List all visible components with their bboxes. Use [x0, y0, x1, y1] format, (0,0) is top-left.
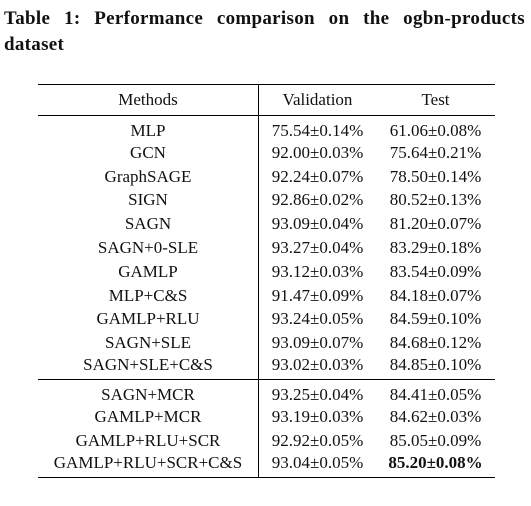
- column-header: Test: [421, 90, 450, 109]
- table-header: Methods Validation Test: [38, 84, 495, 116]
- table-cell: 81.20±0.07%: [389, 214, 482, 234]
- table-row: MLP+C&S 91.47±0.09% 84.18±0.07%: [38, 283, 495, 308]
- table-cell: 84.18±0.07%: [389, 285, 482, 305]
- table-cell: 93.09±0.07%: [271, 333, 364, 353]
- table-row: GAMLP+RLU 93.24±0.05% 84.59±0.10%: [38, 307, 495, 332]
- table-cell: GAMLP+RLU+SCR: [38, 428, 259, 453]
- table-cell: 92.92±0.05%: [271, 430, 364, 450]
- table-cell: 92.00±0.03%: [271, 142, 364, 162]
- row-group: MLP 75.54±0.14% 61.06±0.08% GCN 92.00±0.03% 7…: [38, 115, 495, 380]
- table-cell: 84.59±0.10%: [389, 309, 482, 329]
- table-cell: MLP: [38, 115, 259, 141]
- table-cell: 93.09±0.04%: [271, 214, 364, 234]
- column-header: Methods: [38, 84, 259, 116]
- table-cell: MLP+C&S: [38, 283, 259, 308]
- table-cell: SAGN+SLE+C&S: [38, 355, 259, 380]
- table-cell: 91.47±0.09%: [271, 285, 364, 305]
- table-cell: 93.19±0.03%: [271, 407, 364, 427]
- table-cell: 92.86±0.02%: [271, 190, 364, 210]
- table-cell: SIGN: [38, 188, 259, 213]
- table-cell: 80.52±0.13%: [389, 190, 482, 210]
- table-cell: 84.68±0.12%: [389, 333, 482, 353]
- table-row: SIGN 92.86±0.02% 80.52±0.13%: [38, 188, 495, 213]
- table-cell: 85.05±0.09%: [389, 430, 482, 450]
- table-cell: GAMLP: [38, 259, 259, 284]
- table-row: SAGN+0-SLE 93.27±0.04% 83.29±0.18%: [38, 236, 495, 260]
- table-cell: 93.04±0.05%: [271, 452, 364, 472]
- table-cell: 78.50±0.14%: [389, 166, 482, 186]
- table-row: GCN 92.00±0.03% 75.64±0.21%: [38, 141, 495, 165]
- table-cell: 75.64±0.21%: [389, 142, 482, 162]
- table-cell: GAMLP+RLU: [38, 307, 259, 332]
- table-cell: 61.06±0.08%: [389, 121, 482, 140]
- column-header: Validation: [282, 90, 353, 109]
- table-row: SAGN 93.09±0.04% 81.20±0.07%: [38, 212, 495, 237]
- table-cell: GCN: [38, 141, 259, 165]
- table-row: GAMLP+RLU+SCR+C&S 93.04±0.05% 85.20±0.08%: [38, 452, 495, 478]
- table-cell: GAMLP+MCR: [38, 405, 259, 429]
- table-cell: 85.20±0.08%: [388, 452, 483, 472]
- table-row: GraphSAGE 92.24±0.07% 78.50±0.14%: [38, 164, 495, 189]
- table-cell: GraphSAGE: [38, 164, 259, 189]
- table-cell: 83.29±0.18%: [389, 238, 482, 258]
- table-row: GAMLP+MCR 93.19±0.03% 84.62±0.03%: [38, 405, 495, 429]
- row-group: SAGN+MCR 93.25±0.04% 84.41±0.05% GAMLP+MCR 9…: [38, 379, 495, 478]
- table-cell: 93.02±0.03%: [271, 355, 364, 375]
- table-row: GAMLP+RLU+SCR 92.92±0.05% 85.05±0.09%: [38, 428, 495, 453]
- table-cell: SAGN: [38, 212, 259, 237]
- table-cell: 84.41±0.05%: [389, 385, 482, 405]
- table-cell: 84.62±0.03%: [389, 407, 482, 427]
- table-row: SAGN+MCR 93.25±0.04% 84.41±0.05%: [38, 379, 495, 406]
- table-row: SAGN+SLE+C&S 93.02±0.03% 84.85±0.10%: [38, 355, 495, 380]
- table-cell: 93.12±0.03%: [271, 261, 364, 281]
- table-row: SAGN+SLE 93.09±0.07% 84.68±0.12%: [38, 331, 495, 356]
- table-cell: 93.24±0.05%: [271, 309, 364, 329]
- table-row: GAMLP 93.12±0.03% 83.54±0.09%: [38, 259, 495, 284]
- table-caption: Table 1: Performance comparison on the o…: [4, 8, 525, 55]
- table-cell: 75.54±0.14%: [271, 121, 364, 140]
- table-row: MLP 75.54±0.14% 61.06±0.08%: [38, 115, 495, 141]
- table-cell: 84.85±0.10%: [389, 355, 482, 375]
- table-cell: 93.27±0.04%: [271, 238, 364, 258]
- table-cell: 93.25±0.04%: [271, 385, 364, 405]
- table-cell: 92.24±0.07%: [271, 166, 364, 186]
- results-table: Methods Validation Test MLP 75.54±0.14% 61.0…: [38, 84, 495, 478]
- table-cell: SAGN+MCR: [38, 379, 259, 406]
- table-cell: GAMLP+RLU+SCR+C&S: [38, 452, 259, 478]
- table-cell: SAGN+0-SLE: [38, 236, 259, 260]
- table-cell: SAGN+SLE: [38, 331, 259, 356]
- table-cell: 83.54±0.09%: [389, 261, 482, 281]
- header-row: Methods Validation Test: [38, 84, 495, 116]
